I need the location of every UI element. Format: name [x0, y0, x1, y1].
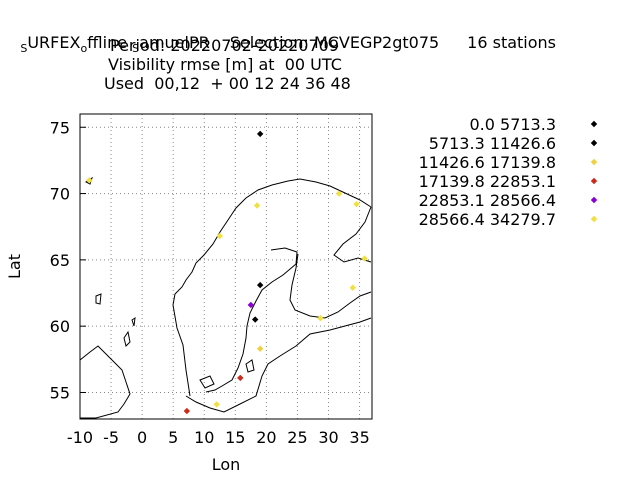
- title-subscript: o: [80, 42, 88, 55]
- title-line-1: SURFEXoffline SamuelPR Selection: MCVEGP2…: [0, 16, 556, 76]
- x-tick-label: -5: [103, 428, 119, 447]
- station-marker: [216, 232, 223, 240]
- legend-label: 11426.6 17139.8: [419, 153, 556, 172]
- y-tick-label: 70: [50, 185, 70, 204]
- legend-marker: [590, 120, 598, 128]
- x-tick-label: 10: [194, 428, 214, 447]
- title-line-4: Used 00,12 + 00 12 24 36 48: [104, 74, 351, 93]
- station-marker: [183, 407, 191, 415]
- x-tick-label: 0: [137, 428, 147, 447]
- x-axis-label: Lon: [212, 455, 241, 474]
- station-marker: [252, 316, 259, 323]
- coastline-map: [79, 176, 372, 419]
- coastline-finland: [289, 253, 372, 319]
- station-marker: [361, 255, 368, 262]
- legend-label: 5713.3 11426.6: [429, 134, 556, 153]
- coastline-sweden-east: [205, 247, 298, 393]
- x-tick-label: -10: [67, 428, 93, 447]
- grid-lines: [80, 114, 372, 419]
- legend-label: 17139.8 22853.1: [419, 172, 556, 191]
- title-subscript: S: [20, 42, 28, 55]
- coastline-scandinavia: [172, 178, 372, 397]
- legend-marker: [590, 139, 598, 147]
- legend-label: 0.0 5713.3: [469, 115, 556, 134]
- coastline-baltic-islands: [199, 359, 255, 389]
- legend-marker: [590, 215, 598, 223]
- legend-label: 28566.4 34279.7: [419, 210, 556, 229]
- title-experiment-name: SURFEXoffline SamuelPR: [20, 33, 210, 56]
- title-fragment: URFEX: [27, 33, 81, 52]
- station-marker: [253, 202, 261, 209]
- x-tick-label: 20: [256, 428, 276, 447]
- legend-label: 22853.1 28566.4: [419, 191, 556, 210]
- station-marker: [256, 281, 264, 289]
- y-axis-ticks: 55 60 65 70 75: [50, 118, 86, 402]
- station-marker: [349, 284, 356, 291]
- x-axis-ticks: -10 -5 0 5 10 15 20 25 30 35: [67, 428, 370, 447]
- coastline-britain: [79, 345, 131, 419]
- title-fragment: ffline: [87, 33, 133, 52]
- y-axis-label: Lat: [5, 254, 24, 279]
- x-tick-label: 5: [168, 428, 178, 447]
- station-marker: [256, 130, 264, 138]
- y-tick-label: 60: [50, 317, 70, 336]
- title-fragment: amuelPR: [139, 33, 210, 52]
- x-tick-label: 25: [287, 428, 307, 447]
- title-selection: Selection: MCVEGP2gt075: [229, 33, 440, 52]
- x-tick-label: 30: [318, 428, 338, 447]
- legend-marker: [590, 158, 598, 166]
- title-subscript: S: [132, 42, 140, 55]
- station-marker: [86, 177, 93, 184]
- title-station-count: 16 stations: [467, 33, 557, 52]
- plot-area: [79, 113, 373, 420]
- station-marker: [353, 200, 360, 208]
- title-line-2: Period: 20220702-20220709: [110, 36, 340, 55]
- x-tick-label: 35: [349, 428, 369, 447]
- y-tick-label: 65: [50, 251, 70, 270]
- y-tick-label: 75: [50, 118, 70, 137]
- station-marker: [213, 401, 220, 408]
- legend-marker: [590, 196, 598, 204]
- station-marker: [247, 301, 255, 309]
- station-marker: [237, 374, 244, 382]
- station-marker: [317, 315, 324, 322]
- x-tick-label: 15: [225, 428, 245, 447]
- station-marker: [256, 345, 264, 352]
- station-marker: [335, 190, 343, 197]
- coastline-shetland: [95, 293, 136, 347]
- station-points: [86, 130, 368, 415]
- coastline-denmark: [185, 317, 372, 413]
- coastline-kola: [333, 206, 372, 263]
- y-tick-label: 55: [50, 383, 70, 402]
- legend-marker: [590, 177, 598, 185]
- title-line-3: Visibility rmse [m] at 00 UTC: [108, 55, 342, 74]
